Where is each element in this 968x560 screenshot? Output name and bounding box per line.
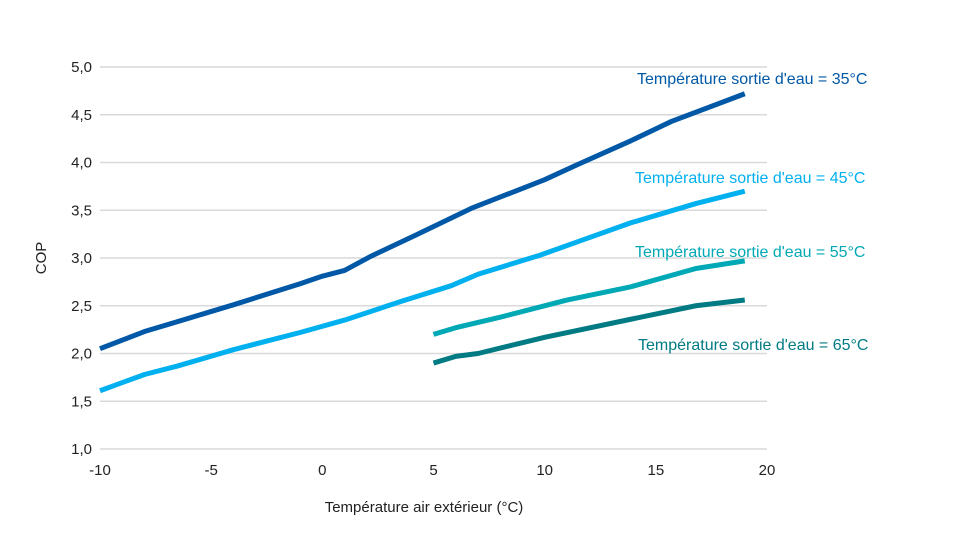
y-tick-label: 4,0 xyxy=(71,155,92,172)
series-lines xyxy=(99,91,746,394)
x-tick-label: -5 xyxy=(204,462,217,479)
y-tick-label: 3,0 xyxy=(71,250,92,267)
series-line xyxy=(99,188,746,394)
y-tick-label: 2,5 xyxy=(71,298,92,315)
x-tick-label: 5 xyxy=(429,462,437,479)
y-tick-label: 1,5 xyxy=(71,393,92,410)
y-tick-labels: 1,0 1,5 2,0 2,5 3,0 3,5 4,0 4,5 5,0 xyxy=(71,59,92,458)
y-tick-label: 1,0 xyxy=(71,441,92,458)
series-line xyxy=(432,258,746,337)
y-tick-label: 2,0 xyxy=(71,346,92,363)
y-tick-label: 4,5 xyxy=(71,107,92,124)
series-line xyxy=(99,91,746,352)
x-tick-label: 10 xyxy=(536,462,553,479)
x-tick-labels: -10 -5 0 5 10 15 20 xyxy=(89,462,775,479)
series-labels: Température sortie d'eau = 35°C Températu… xyxy=(635,71,868,354)
x-tick-label: -10 xyxy=(89,462,111,479)
series-label: Température sortie d'eau = 35°C xyxy=(637,71,867,88)
y-tick-label: 3,5 xyxy=(71,202,92,219)
x-tick-label: 15 xyxy=(647,462,664,479)
y-tick-label: 5,0 xyxy=(71,59,92,76)
series-label: Température sortie d'eau = 65°C xyxy=(638,337,868,354)
series-label: Température sortie d'eau = 45°C xyxy=(635,170,865,187)
x-tick-label: 20 xyxy=(759,462,776,479)
series-label: Température sortie d'eau = 55°C xyxy=(635,244,865,261)
y-axis-label: COP xyxy=(33,242,50,275)
gridlines xyxy=(100,66,767,450)
x-tick-label: 0 xyxy=(318,462,326,479)
x-axis-label: Température air extérieur (°C) xyxy=(325,499,524,516)
series-line xyxy=(432,297,746,366)
